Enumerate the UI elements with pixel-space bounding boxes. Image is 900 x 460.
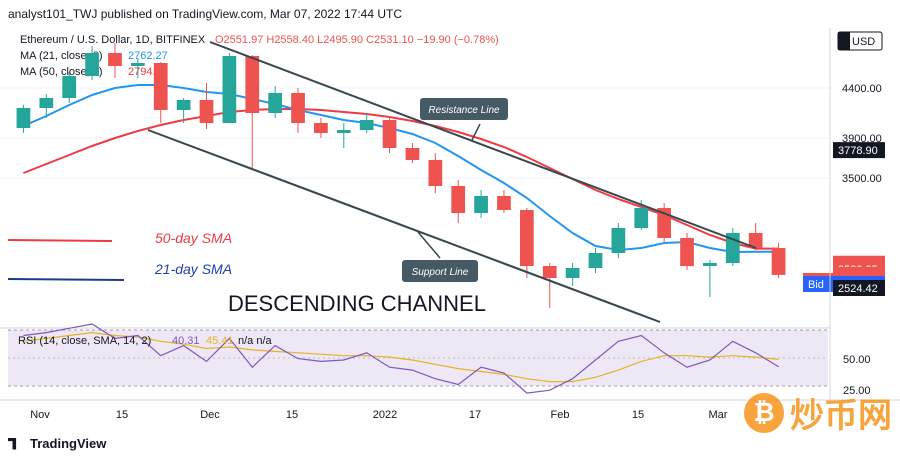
- channel-title: DESCENDING CHANNEL: [228, 291, 486, 316]
- sma21-key-line: [7, 278, 125, 281]
- tradingview-brand: TradingView: [30, 436, 107, 451]
- bitcoin-icon: ₿: [744, 392, 784, 433]
- rsi-ma-value: 45.41: [206, 335, 234, 347]
- price-axis[interactable]: 4400.00 3900.00 3500.00: [842, 83, 882, 185]
- ma50-line: [23, 108, 779, 250]
- watermark: ₿ 炒币网: [744, 388, 892, 437]
- candle-body: [268, 93, 283, 113]
- publish-info: analyst101_TWJ published on TradingView.…: [0, 0, 900, 28]
- candle-body: [336, 130, 351, 133]
- time-tick-label: 2022: [373, 409, 397, 421]
- candle-body: [428, 160, 443, 186]
- ma21-label: MA (21, close, 0): [20, 50, 103, 62]
- ma21-value: 2762.27: [128, 50, 168, 62]
- rsi-pane[interactable]: RSI (14, close, SMA, 14, 2) 40.31 45.41 …: [8, 323, 871, 397]
- price-badge: 2524.42: [833, 280, 885, 296]
- candle-body: [771, 248, 786, 275]
- candle-body: [634, 208, 649, 228]
- sma50-key-line: [7, 239, 113, 242]
- support-label: Support Line: [412, 267, 469, 278]
- currency-label: USD: [852, 36, 875, 48]
- candle-body: [153, 63, 168, 110]
- time-tick-label: Feb: [551, 409, 570, 421]
- resistance-trendline: [209, 41, 757, 249]
- time-axis[interactable]: Nov 15 Dec 15 2022 17 Feb 15 Mar: [30, 409, 728, 421]
- ma21-line: [22, 84, 779, 254]
- rsi-ma-line: [23, 331, 779, 383]
- price-badge-bg: [833, 280, 885, 296]
- price-badge-label: 3778.90: [838, 145, 878, 157]
- price-chart[interactable]: Ethereum / U.S. Dollar, 1D, BITFINEX O25…: [0, 28, 900, 432]
- candle-body: [611, 228, 626, 253]
- footer: TradingView ₿ 炒币网: [0, 392, 900, 460]
- candle-body: [39, 98, 54, 108]
- price-badge: 3778.90: [833, 142, 885, 159]
- candle-body: [588, 253, 603, 268]
- candle-body: [680, 238, 694, 266]
- time-tick-label: Nov: [30, 409, 50, 421]
- time-tick-label: 15: [632, 409, 644, 421]
- candle-body: [176, 100, 191, 110]
- candle-body: [748, 233, 763, 248]
- candle-body: [565, 268, 580, 278]
- resistance-label: Resistance Line: [428, 105, 500, 116]
- candle-body: [199, 100, 214, 123]
- time-tick-label: Mar: [709, 409, 728, 421]
- symbol-title: Ethereum / U.S. Dollar, 1D, BITFINEX: [20, 34, 206, 46]
- price-badge-tag: Bid: [808, 279, 824, 291]
- candle-body: [291, 93, 305, 123]
- tradingview-logo[interactable]: TradingView: [8, 436, 106, 451]
- resistance-callout: Resistance Line: [420, 98, 508, 141]
- rsi-line: [23, 323, 779, 394]
- candle-body: [474, 196, 488, 213]
- publish-text: analyst101_TWJ published on TradingView.…: [8, 7, 402, 21]
- sma50-key-label: 50-day SMA: [155, 230, 232, 246]
- candle-body: [62, 76, 77, 98]
- candle-body: [382, 120, 397, 148]
- candle-body: [703, 263, 717, 266]
- candle-body: [405, 148, 420, 160]
- candle-body: [108, 53, 122, 66]
- rsi-label: RSI (14, close, SMA, 14, 2): [18, 335, 151, 347]
- candle-body: [519, 210, 534, 266]
- price-tick-label: 3900.00: [842, 133, 882, 145]
- candles: [16, 43, 786, 308]
- ohlc-readout: O2551.97 H2558.40 L2495.90 C2531.10 −19.…: [215, 34, 499, 46]
- chart-grid: [0, 87, 830, 179]
- support-trendline: [147, 129, 661, 323]
- candle-body: [85, 53, 99, 76]
- sma21-key-label: 21-day SMA: [154, 261, 232, 277]
- price-badge-bg: [833, 142, 885, 159]
- ma50-label: MA (50, close, 0): [20, 66, 103, 78]
- candle-body: [16, 108, 31, 128]
- time-tick-label: 15: [116, 409, 128, 421]
- candle-body: [245, 56, 260, 113]
- rsi-tick-25: 25.00: [843, 385, 871, 397]
- tradingview-logo-icon: [8, 437, 17, 450]
- candle-body: [314, 123, 328, 133]
- price-badges: 3778.902642.682624.982616.622589.352531.…: [803, 142, 885, 296]
- candle-body: [451, 186, 466, 213]
- price-badge-label: 2524.42: [838, 283, 878, 295]
- watermark-text: 炒币网: [790, 397, 892, 435]
- candle-body: [359, 120, 374, 130]
- candle-body: [542, 266, 557, 278]
- currency-selector[interactable]: USD: [837, 31, 883, 51]
- candle-body: [222, 56, 237, 123]
- time-tick-label: Dec: [200, 409, 220, 421]
- time-tick-label: 17: [469, 409, 481, 421]
- candle-body: [497, 196, 511, 210]
- rsi-na: n/a n/a: [238, 335, 273, 347]
- rsi-tick-50: 50.00: [843, 354, 871, 366]
- price-tick-label: 3500.00: [842, 173, 882, 185]
- price-badge-tag-bg: [803, 276, 833, 292]
- rsi-value: 40.31: [172, 335, 200, 347]
- candle-body: [130, 63, 145, 66]
- support-callout: Support Line: [402, 231, 478, 282]
- time-tick-label: 15: [286, 409, 298, 421]
- price-tick-label: 4400.00: [842, 83, 882, 95]
